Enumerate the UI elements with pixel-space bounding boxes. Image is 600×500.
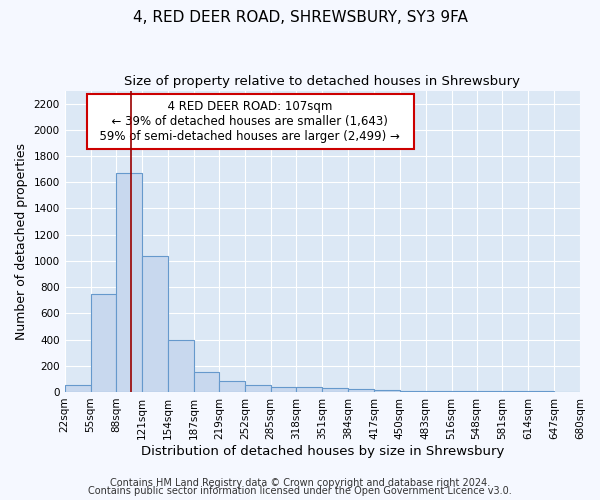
Text: 4, RED DEER ROAD, SHREWSBURY, SY3 9FA: 4, RED DEER ROAD, SHREWSBURY, SY3 9FA	[133, 10, 467, 25]
Bar	[65, 386, 91, 392]
Bar	[219, 381, 245, 392]
Bar	[348, 390, 374, 392]
Bar	[426, 391, 452, 392]
Bar	[116, 173, 142, 392]
Bar	[245, 386, 271, 392]
Y-axis label: Number of detached properties: Number of detached properties	[15, 143, 28, 340]
Bar	[142, 256, 168, 392]
Bar	[374, 390, 400, 392]
Text: Contains HM Land Registry data © Crown copyright and database right 2024.: Contains HM Land Registry data © Crown c…	[110, 478, 490, 488]
Bar	[91, 294, 116, 392]
Bar	[400, 390, 426, 392]
Bar	[452, 391, 476, 392]
Text: 4 RED DEER ROAD: 107sqm  
  ← 39% of detached houses are smaller (1,643)  
  59%: 4 RED DEER ROAD: 107sqm ← 39% of detache…	[92, 100, 408, 142]
X-axis label: Distribution of detached houses by size in Shrewsbury: Distribution of detached houses by size …	[140, 444, 504, 458]
Bar	[168, 340, 194, 392]
Text: Contains public sector information licensed under the Open Government Licence v3: Contains public sector information licen…	[88, 486, 512, 496]
Bar	[271, 386, 296, 392]
Title: Size of property relative to detached houses in Shrewsbury: Size of property relative to detached ho…	[124, 75, 520, 88]
Bar	[322, 388, 348, 392]
Bar	[296, 388, 322, 392]
Bar	[194, 372, 219, 392]
